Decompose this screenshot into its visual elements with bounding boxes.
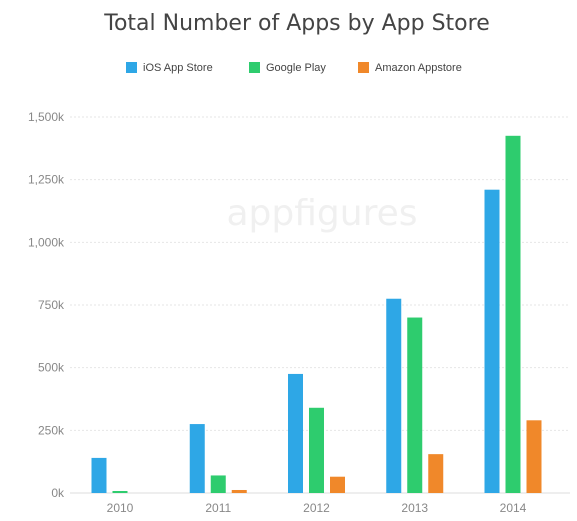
x-tick-label: 2013	[401, 501, 428, 515]
y-axis: 0k 250k 500k 750k 1,000k 1,250k 1,500k	[28, 110, 65, 500]
bar-ios-app-store-2011	[189, 424, 205, 493]
bar-ios-app-store-2012	[288, 373, 303, 493]
bar-google-play-2012	[309, 407, 324, 493]
y-tick-label: 1,000k	[28, 235, 65, 249]
bar-amazon-appstore-2012	[330, 476, 345, 493]
legend-swatch-google-play	[249, 62, 260, 73]
bar-ios-app-store-2013	[386, 298, 402, 493]
legend-label-ios-app-store: iOS App Store	[143, 62, 213, 74]
y-tick-label: 1,250k	[28, 173, 65, 187]
watermark-logo: appfigures	[226, 193, 417, 234]
bar-google-play-2010	[112, 490, 128, 493]
legend-swatch-ios-app-store	[126, 62, 137, 73]
bar-google-play-2014	[505, 135, 521, 494]
bars	[91, 135, 542, 494]
y-tick-label: 750k	[38, 298, 65, 312]
y-tick-label: 0k	[51, 486, 65, 500]
x-axis: 2010 2011 2012 2013 2014	[107, 501, 527, 515]
legend-swatch-amazon-appstore	[358, 62, 369, 73]
legend-label-amazon-appstore: Amazon Appstore	[375, 62, 462, 74]
bar-google-play-2011	[210, 475, 226, 493]
bar-amazon-appstore-2013	[428, 454, 444, 493]
y-tick-label: 250k	[38, 423, 65, 437]
bar-amazon-appstore-2014	[526, 420, 542, 493]
x-tick-label: 2014	[500, 501, 527, 515]
bar-amazon-appstore-2011	[231, 489, 247, 493]
bar-ios-app-store-2014	[484, 189, 500, 493]
bar-google-play-2013	[407, 317, 423, 493]
bar-ios-app-store-2010	[91, 457, 107, 493]
x-tick-label: 2011	[205, 501, 231, 515]
y-tick-label: 500k	[38, 361, 65, 375]
legend: iOS App Store Google Play Amazon Appstore	[126, 62, 462, 74]
chart-title: Total Number of Apps by App Store	[103, 11, 489, 36]
y-tick-label: 1,500k	[28, 110, 65, 124]
legend-label-google-play: Google Play	[266, 62, 326, 74]
x-tick-label: 2010	[107, 501, 134, 515]
x-tick-label: 2012	[303, 501, 330, 515]
